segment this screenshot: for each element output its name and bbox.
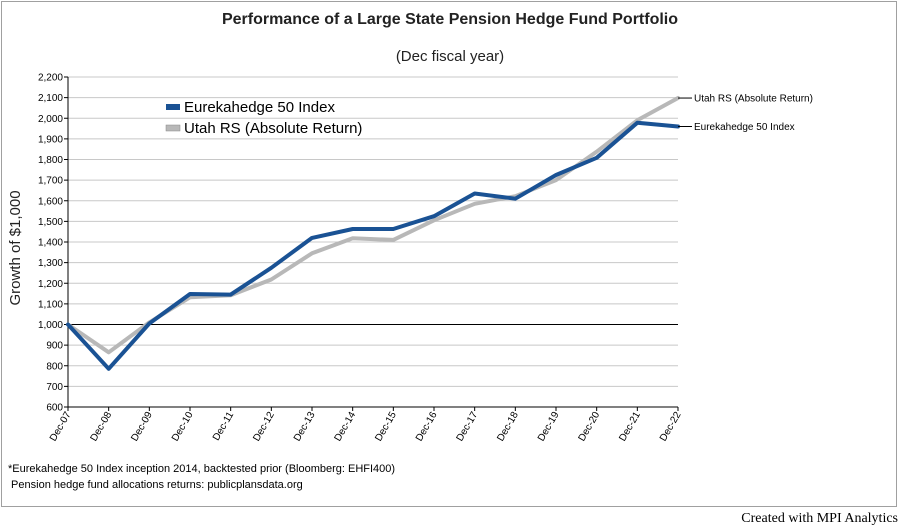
x-tick-label-Dec-17: Dec-17 [455, 410, 481, 444]
x-tick-label-Dec-22: Dec-22 [658, 410, 684, 444]
y-tick-label-1900: 1,900 [38, 134, 63, 145]
chart-frame [1, 1, 897, 507]
performance-chart: Performance of a Large State Pension Hed… [7, 11, 813, 444]
y-tick-label-1100: 1,100 [38, 299, 63, 310]
x-tick-label-Dec-15: Dec-15 [373, 410, 399, 444]
gridlines [68, 76, 678, 387]
x-tick-label-Dec-08: Dec-08 [89, 410, 115, 444]
y-tick-label-800: 800 [46, 361, 63, 372]
legend-label-eurekahedge: Eurekahedge 50 Index [184, 99, 335, 116]
x-tick-label-Dec-21: Dec-21 [617, 410, 643, 444]
x-tick-label-Dec-10: Dec-10 [170, 410, 196, 444]
y-tick-label-1500: 1,500 [38, 217, 63, 228]
y-tick-label-1000: 1,000 [38, 320, 63, 331]
x-tick-label-Dec-13: Dec-13 [292, 410, 318, 444]
end-label-eurekahedge: Eurekahedge 50 Index [694, 122, 795, 133]
x-tick-label-Dec-19: Dec-19 [536, 410, 562, 444]
y-tick-label-1800: 1,800 [38, 155, 63, 166]
legend-swatch-eurekahedge [166, 104, 180, 110]
y-tick-label-700: 700 [46, 382, 63, 393]
x-tick-label-Dec-07: Dec-07 [48, 410, 74, 444]
y-tick-label-2200: 2,200 [38, 73, 63, 84]
y-tick-label-2000: 2,000 [38, 114, 63, 125]
x-tick-label-Dec-11: Dec-11 [211, 410, 236, 443]
footnote-inception: *Eurekahedge 50 Index inception 2014, ba… [8, 463, 396, 475]
footnote-source: Pension hedge fund allocations returns: … [8, 479, 303, 491]
chart-subtitle: (Dec fiscal year) [396, 48, 504, 65]
y-tick-label-1400: 1,400 [38, 238, 63, 249]
chart-title: Performance of a Large State Pension Hed… [222, 11, 678, 28]
x-tick-label-Dec-09: Dec-09 [129, 410, 155, 444]
end-label-utah-rs: Utah RS (Absolute Return) [694, 94, 813, 105]
x-tick-label-Dec-16: Dec-16 [414, 410, 440, 444]
legend-swatch-utah-rs [165, 124, 181, 132]
y-tick-label-1700: 1,700 [38, 176, 63, 187]
x-tick-label-Dec-20: Dec-20 [577, 410, 603, 444]
y-tick-label-1200: 1,200 [38, 279, 63, 290]
series-lines [66, 96, 680, 371]
y-tick-label-1600: 1,600 [38, 196, 63, 207]
y-tick-label-600: 600 [46, 403, 63, 414]
y-tick-label-2100: 2,100 [38, 93, 63, 104]
end-labels: Utah RS (Absolute Return) Eurekahedge 50 … [678, 94, 813, 133]
credit-text: Created with MPI Analytics [741, 511, 898, 526]
series-line-eurekahedge [66, 120, 680, 371]
x-tick-label-Dec-14: Dec-14 [333, 410, 359, 444]
y-axis-label: Growth of $1,000 [7, 190, 24, 305]
legend: Eurekahedge 50 Index Utah RS (Absolute Re… [165, 99, 362, 137]
y-tick-label-900: 900 [46, 341, 63, 352]
x-tick-label-Dec-12: Dec-12 [251, 410, 277, 444]
y-tick-label-1300: 1,300 [38, 258, 63, 269]
legend-label-utah-rs: Utah RS (Absolute Return) [184, 120, 362, 137]
x-tick-label-Dec-18: Dec-18 [495, 410, 521, 444]
